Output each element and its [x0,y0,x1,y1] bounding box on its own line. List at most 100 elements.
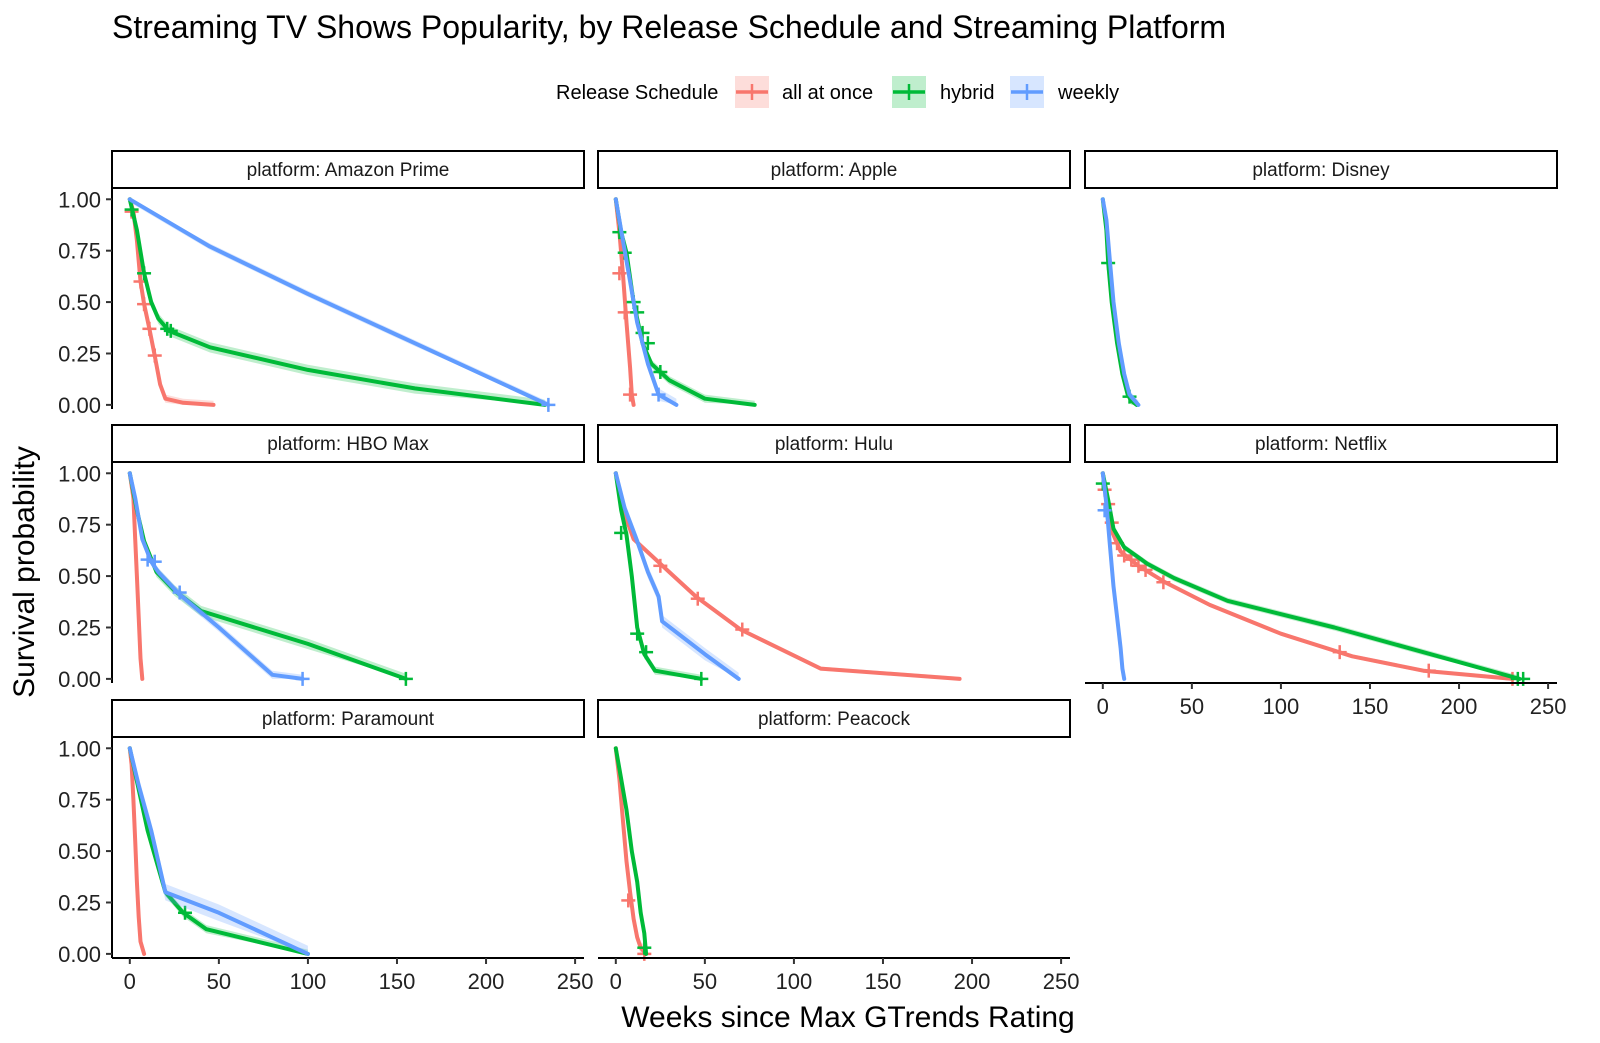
x-tick-label: 250 [1530,694,1567,719]
chart-title: Streaming TV Shows Popularity, by Releas… [112,9,1226,45]
confidence-band [615,473,739,679]
y-tick-label: 0.75 [58,788,101,813]
series [613,746,652,956]
survival-curve [1100,197,1141,407]
series [613,471,962,681]
censor-mark [398,671,413,686]
censor-mark [147,348,162,363]
facet-panel: platform: Hulu [597,424,1071,686]
x-axis-title: Weeks since Max GTrends Rating [621,1001,1075,1034]
censor-mark [617,305,632,320]
y-tick-label: 0.75 [58,513,101,538]
x-tick-label: 50 [1180,694,1204,719]
facet-strip-label: platform: Disney [1252,160,1390,181]
censor-mark [541,397,556,412]
series [124,197,547,407]
survival-curve [613,746,649,956]
facet-panel: platform: Peacock 0 50 100 150 200 250 [597,699,1080,994]
legend-item: weekly [1010,76,1119,108]
facet-strip [1084,424,1558,463]
y-tick-label: 0.75 [58,239,101,264]
censor-mark [1138,562,1153,577]
facet-strip [1084,150,1558,189]
series [1097,471,1127,681]
x-tick-label: 100 [1263,694,1300,719]
confidence-band [129,199,549,405]
legend-title: Release Schedule [556,82,718,104]
survival-curve [613,471,741,681]
survival-curve [127,197,547,407]
x-tick-label: 0 [124,969,136,994]
y-tick-label: 1.00 [58,736,101,761]
x-tick-label: 250 [1043,969,1080,994]
legend-item: all at once [735,76,873,108]
series [127,746,147,956]
facet-strip-label: platform: HBO Max [267,434,429,455]
censor-mark [295,671,310,686]
censor-mark [614,525,629,540]
facet-strip [111,150,585,189]
y-tick-label: 0.25 [58,341,101,366]
facet-strip-label: platform: Netflix [1255,434,1387,455]
facet-strip [597,150,1071,189]
censor-mark [1097,503,1112,518]
facet-panel: platform: HBO Max 0.00 0.25 0.50 0.75 1.00 [58,424,585,692]
facet-strip-label: platform: Hulu [775,434,893,455]
facet-strip-label: platform: Amazon Prime [247,160,450,181]
facet-strip-label: platform: Paramount [262,709,435,730]
y-tick-label: 0.00 [58,393,101,418]
survival-curve [127,471,305,681]
x-tick-label: 0 [610,969,622,994]
x-tick-label: 200 [468,969,505,994]
x-tick-label: 150 [1352,694,1389,719]
x-tick-label: 250 [557,969,594,994]
facet-panel: platform: Apple [597,150,1071,407]
confidence-band [129,748,308,954]
legend-item: hybrid [892,76,994,108]
survival-curve [127,197,551,407]
censor-mark [694,671,709,686]
censor-mark [639,645,654,660]
censor-mark [140,552,155,567]
censor-mark [651,387,666,402]
facet-panel: platform: Paramount 0.00 0.25 0.50 0.75 1.00 0… [58,699,594,994]
censor-mark [623,387,638,402]
y-tick-label: 0.50 [58,290,101,315]
facet-strip [111,424,585,463]
censor-mark [1156,575,1171,590]
censor-mark [172,585,187,600]
censor-mark [1117,548,1132,563]
series [613,197,679,407]
y-tick-label: 0.50 [58,564,101,589]
censor-mark [163,323,178,338]
survival-curve [127,746,147,956]
censor-mark [142,321,157,336]
survival-curve [613,471,704,681]
y-tick-label: 1.00 [58,461,101,486]
facet-strip-label: platform: Apple [771,160,898,181]
facet-panel: platform: Disney [1084,150,1558,407]
x-tick-label: 100 [776,969,813,994]
x-tick-label: 200 [1441,694,1478,719]
y-tick-label: 1.00 [58,187,101,212]
censor-mark [630,626,645,641]
censor-mark [1131,558,1146,573]
series [127,197,556,412]
censor-mark [1421,663,1436,678]
facet-panels: platform: Amazon Prime 0.00 0.25 0.50 0.75 1.… [58,150,1567,994]
y-tick-label: 0.25 [58,615,101,640]
x-tick-label: 50 [207,969,231,994]
survival-curve [613,746,649,956]
censor-mark [147,554,162,569]
censor-mark [653,364,668,379]
censor-mark [178,905,193,920]
censor-mark [612,266,627,281]
y-tick-label: 0.00 [58,667,101,692]
series [613,471,741,681]
x-tick-label: 100 [290,969,327,994]
facet-strip-label: platform: Peacock [758,709,911,730]
x-tick-label: 0 [1097,694,1109,719]
series [1100,197,1141,407]
survival-curve [613,471,962,681]
